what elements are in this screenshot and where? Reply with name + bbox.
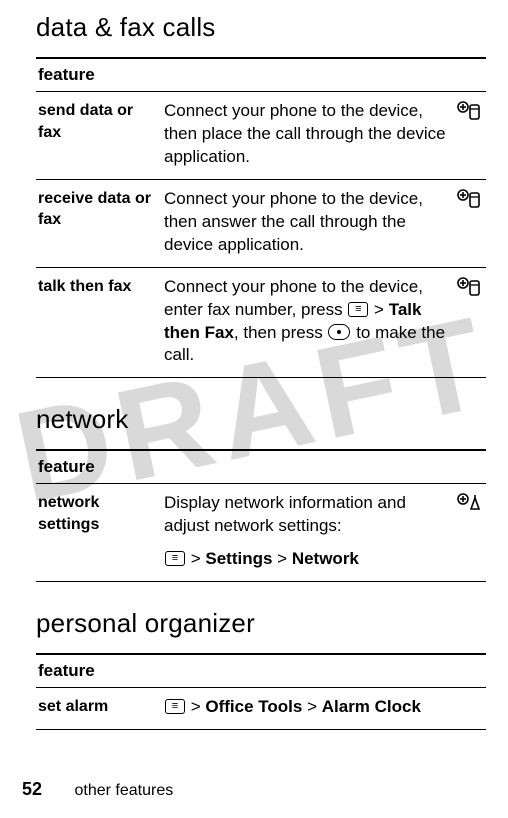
section-title-organizer: personal organizer <box>36 608 486 639</box>
table-row: receive data or fax Connect your phone t… <box>36 179 486 267</box>
table-organizer: feature set alarm > Office Tools > Alarm… <box>36 653 486 730</box>
network-antenna-icon <box>456 492 482 514</box>
menu-key-icon <box>165 551 185 566</box>
feature-desc: > Office Tools > Alarm Clock <box>162 688 486 730</box>
page-content: data & fax calls feature send data or fa… <box>0 0 508 730</box>
table-datafax: feature send data or fax Connect your ph… <box>36 57 486 378</box>
gt-sep: > <box>186 697 205 716</box>
feature-name: network settings <box>36 484 162 582</box>
connect-device-icon <box>456 188 482 210</box>
page-footer: 52 other features <box>22 779 173 800</box>
table-network: feature network settings Display network… <box>36 449 486 582</box>
feature-name: send data or fax <box>36 92 162 180</box>
feature-icon-cell <box>450 92 486 180</box>
footer-section-name: other features <box>74 782 173 799</box>
table-header-network: feature <box>36 450 486 484</box>
table-row: set alarm > Office Tools > Alarm Clock <box>36 688 486 730</box>
section-title-network: network <box>36 404 486 435</box>
feature-desc: Connect your phone to the device, then a… <box>162 179 450 267</box>
feature-icon-cell <box>450 484 486 582</box>
table-header-datafax: feature <box>36 58 486 92</box>
table-row: send data or fax Connect your phone to t… <box>36 92 486 180</box>
feature-icon-cell <box>450 267 486 378</box>
menu-path-text: Alarm Clock <box>322 697 421 716</box>
feature-icon-cell <box>450 179 486 267</box>
gt-sep: > <box>186 549 205 568</box>
table-row: network settings Display network informa… <box>36 484 486 582</box>
connect-device-icon <box>456 100 482 122</box>
gt-sep: > <box>369 300 388 319</box>
nav-key-icon <box>328 324 350 340</box>
connect-device-icon <box>456 276 482 298</box>
desc-text: , then press <box>234 323 328 342</box>
feature-desc: Connect your phone to the device, enter … <box>162 267 450 378</box>
menu-key-icon <box>165 699 185 714</box>
menu-path-text: Network <box>292 549 359 568</box>
feature-desc: Connect your phone to the device, then p… <box>162 92 450 180</box>
section-title-datafax: data & fax calls <box>36 12 486 43</box>
menu-key-icon <box>348 302 368 317</box>
gt-sep: > <box>272 549 291 568</box>
desc-text: Display network information and adjust n… <box>164 492 446 538</box>
feature-desc: Display network information and adjust n… <box>162 484 450 582</box>
page-number: 52 <box>22 779 42 799</box>
table-row: talk then fax Connect your phone to the … <box>36 267 486 378</box>
menu-path-text: Settings <box>205 549 272 568</box>
feature-name: receive data or fax <box>36 179 162 267</box>
feature-name: talk then fax <box>36 267 162 378</box>
table-header-organizer: feature <box>36 654 486 688</box>
menu-path-text: Office Tools <box>205 697 302 716</box>
feature-name: set alarm <box>36 688 162 730</box>
gt-sep: > <box>302 697 321 716</box>
